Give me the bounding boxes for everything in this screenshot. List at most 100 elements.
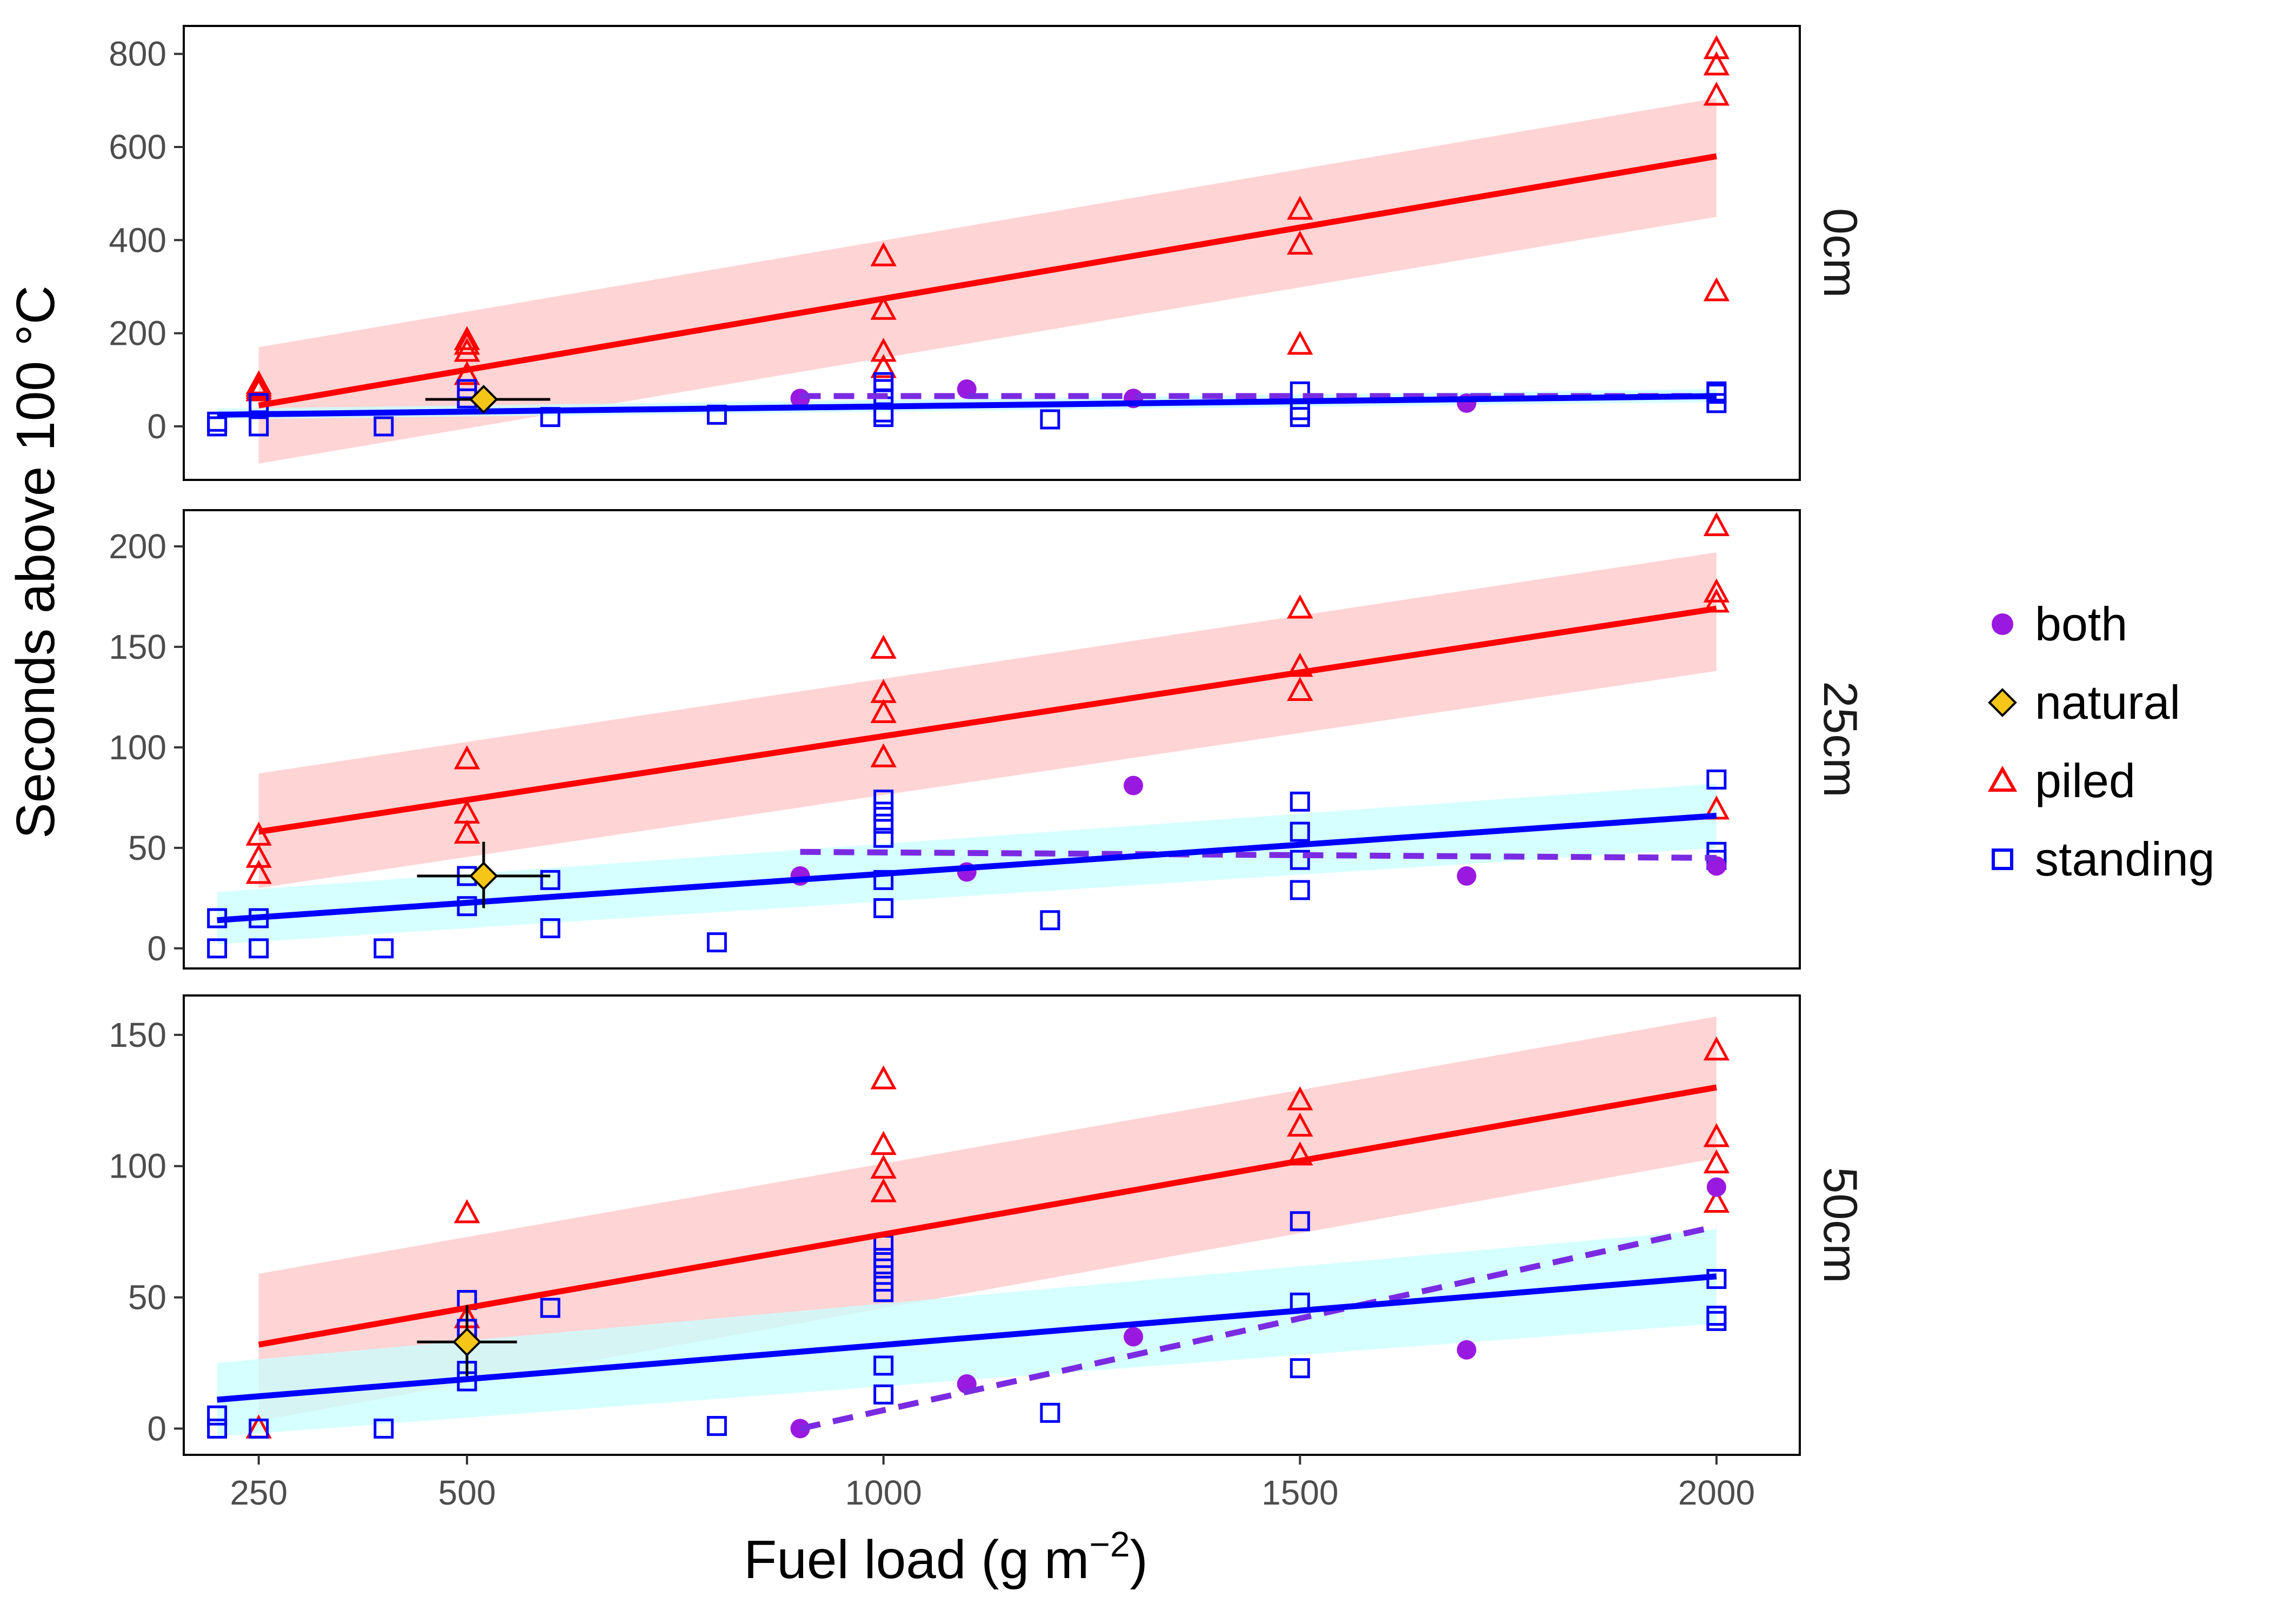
standing-point [873, 801, 894, 822]
standing-fit-line [217, 812, 1717, 924]
standing-point [873, 790, 894, 810]
panel-border [183, 509, 1801, 970]
x-axis-title-superscript: −2 [1089, 1524, 1130, 1564]
piled-point [1703, 51, 1730, 76]
piled-point [1287, 1141, 1313, 1166]
both-point [1124, 776, 1144, 796]
legend-key-diamond [1988, 688, 2017, 717]
piled-point [453, 799, 480, 824]
legend: both natural piled standing [1987, 597, 2215, 886]
legend-label: standing [2035, 832, 2215, 886]
both-point [1124, 1327, 1144, 1347]
piled-point [1703, 512, 1730, 537]
piled-point [1287, 330, 1313, 355]
facet-panels: 0 200 400 600 800 0cm 0 50 100 150 200 25cm 0 50 100 15… [109, 25, 1867, 1456]
standing-fit-line [217, 1273, 1717, 1403]
legend-item-both: both [1992, 597, 2127, 651]
standing-point [873, 898, 894, 918]
standing-point [1706, 769, 1727, 790]
piled-point [453, 330, 480, 355]
legend-key-circle [1992, 613, 2013, 635]
x-tick-label: 1000 [845, 1473, 922, 1512]
standing-fit-line [217, 393, 1717, 418]
standing-point [873, 1271, 894, 1292]
standing-point [873, 372, 894, 392]
legend-item-standing: standing [1992, 832, 2215, 886]
standing-point [1290, 1211, 1310, 1232]
standing-point [1290, 821, 1310, 842]
standing-point [873, 1355, 894, 1376]
both-point [1706, 856, 1726, 876]
y-tick-label: 150 [109, 1015, 166, 1054]
legend-item-piled: piled [1987, 754, 2135, 807]
piled-fit-line [258, 1084, 1717, 1348]
y-tick-label: 50 [128, 828, 166, 867]
piled-point [1703, 1036, 1730, 1061]
facet-panel-50cm: 0 50 100 150 50cm [109, 994, 1867, 1456]
piled-point [870, 296, 897, 320]
piled-point [245, 821, 272, 846]
standing-point [1290, 1358, 1310, 1379]
y-tick-label: 800 [109, 35, 166, 73]
standing-point [1040, 910, 1060, 931]
x-tick-label: 250 [230, 1473, 288, 1512]
piled-point [870, 242, 897, 266]
legend-label: piled [2035, 754, 2135, 807]
piled-fit-line [258, 153, 1717, 409]
standing-point [207, 1418, 228, 1439]
y-tick-label: 400 [109, 220, 166, 259]
standing-point [540, 870, 560, 890]
y-tick-label: 50 [128, 1278, 166, 1317]
both-fit-line [800, 848, 1717, 861]
facet-strip-label: 25cm [1814, 681, 1867, 797]
x-axis: 250 500 1000 1500 2000 [230, 1455, 1755, 1512]
standing-point [873, 1248, 894, 1268]
piled-fit-line [258, 605, 1717, 835]
piled-point [1287, 230, 1313, 255]
piled-point [453, 745, 480, 770]
y-tick-label: 0 [147, 929, 166, 968]
y-tick-label: 0 [147, 407, 166, 446]
x-axis-title: Fuel load (g m−2) [744, 1524, 1148, 1590]
standing-point [1290, 791, 1310, 812]
panel-border [183, 994, 1801, 1456]
piled-point [870, 634, 897, 659]
standing-point [540, 918, 560, 939]
standing-point [873, 813, 894, 834]
piled-point [1703, 1123, 1730, 1147]
x-tick-label: 1500 [1261, 1473, 1338, 1512]
piled-point [870, 1131, 897, 1155]
both-fit-line [799, 1224, 1718, 1432]
piled-point [870, 1178, 897, 1202]
y-axis-title: Seconds above 100 °C [5, 285, 66, 839]
piled-point [1703, 1188, 1730, 1213]
standing-point [706, 932, 727, 953]
piled-point [870, 337, 897, 362]
x-tick-label: 2000 [1678, 1473, 1755, 1512]
legend-key-triangle [1987, 765, 2018, 792]
piled-point [1287, 594, 1313, 619]
standing-point [873, 827, 894, 848]
piled-point [245, 370, 272, 395]
both-point [1457, 1340, 1477, 1360]
piled-point [1287, 652, 1313, 677]
piled-point [453, 337, 480, 362]
y-tick-label: 600 [109, 128, 166, 166]
standing-point [873, 1282, 894, 1302]
y-tick-label: 150 [109, 627, 166, 666]
piled-point [1703, 277, 1730, 302]
natural-point [469, 861, 498, 891]
standing-point [207, 416, 228, 437]
legend-label: natural [2035, 676, 2180, 729]
facet-panel-0cm: 0 200 400 600 800 0cm [109, 25, 1867, 481]
standing-point [373, 1418, 394, 1439]
x-axis-title-end: ) [1130, 1529, 1148, 1590]
y-tick-label: 0 [147, 1409, 166, 1448]
piled-point [1703, 1149, 1730, 1174]
standing-point [1040, 409, 1060, 430]
standing-confidence-band [217, 1229, 1717, 1436]
legend-label: both [2035, 597, 2127, 651]
piled-point [870, 353, 897, 378]
